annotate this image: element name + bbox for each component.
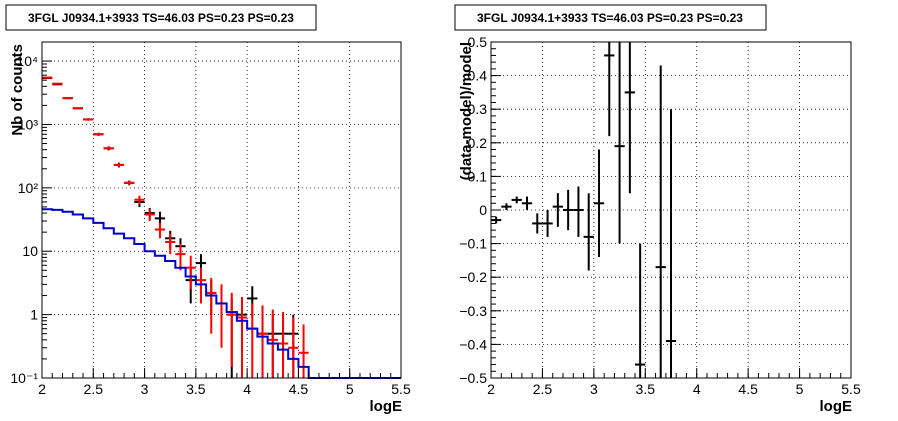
chart-title-box	[454, 4, 767, 31]
model-point	[134, 195, 145, 205]
x-tick-label: 3	[590, 381, 598, 397]
residual-point	[511, 196, 522, 204]
axis-ticks	[490, 41, 852, 379]
model-point	[154, 222, 166, 239]
residual-point	[542, 210, 553, 237]
model-point	[257, 305, 268, 378]
model-point	[277, 311, 289, 378]
x-tick-label: 4.5	[738, 381, 758, 397]
y-tick-label: 10⁻¹	[10, 370, 38, 386]
x-tick-label: 2	[487, 381, 495, 397]
x-tick-labels: 2 2.5 3 3.5 4 4.5 5 5.5	[38, 381, 411, 397]
y-tick-label: 10	[22, 243, 38, 259]
model-point	[175, 244, 186, 271]
residual-point	[614, 42, 625, 244]
model-point	[52, 82, 63, 85]
x-tick-label: 5.5	[841, 381, 861, 397]
model-point	[195, 267, 207, 304]
residual-point	[491, 216, 502, 224]
model-point	[93, 133, 104, 136]
y-tick-label: 1	[30, 307, 38, 323]
x-axis-title: logE	[370, 398, 403, 415]
y-tick-labels: 10⁻¹ 1 10 10² 10³ 10⁴	[10, 53, 38, 386]
model-point	[83, 118, 94, 121]
model-point	[288, 317, 299, 378]
residual-point	[532, 213, 543, 234]
model-point	[144, 209, 155, 221]
y-tick-label: 0.3	[468, 101, 488, 117]
y-tick-label: 10²	[18, 180, 39, 196]
y-tick-label: 10⁴	[16, 53, 38, 69]
residual-point	[521, 196, 533, 210]
residual-point	[593, 149, 605, 258]
x-axis-title: logE	[820, 398, 853, 415]
plot-area	[42, 76, 401, 379]
model-point	[185, 255, 196, 290]
model-point	[62, 97, 73, 100]
chart-title: 3FGL J0934.1+3933 TS=46.03 PS=0.23 PS=0.…	[28, 11, 294, 25]
y-tick-label: 0.2	[468, 135, 488, 151]
plot-frame	[41, 41, 402, 379]
y-tick-label: −0.3	[459, 303, 487, 319]
x-tick-label: 2.5	[533, 381, 553, 397]
counts-chart: 3FGL J0934.1+3933 TS=46.03 PS=0.23 PS=0.…	[5, 4, 411, 415]
residual-point	[501, 203, 512, 210]
residual-chart: 3FGL J0934.1+3933 TS=46.03 PS=0.23 PS=0.…	[454, 4, 861, 415]
model-point	[236, 296, 248, 378]
model-point	[103, 147, 114, 150]
model-point	[113, 163, 125, 167]
x-tick-label: 5	[796, 381, 804, 397]
y-tick-label: 0.5	[468, 34, 488, 50]
x-tick-label: 3	[141, 381, 149, 397]
model-point	[298, 324, 309, 378]
residual-point	[665, 109, 677, 378]
y-tick-label: 10³	[18, 116, 39, 132]
y-tick-label: 0.1	[468, 168, 488, 184]
x-tick-label: 5	[346, 381, 354, 397]
x-tick-labels: 2 2.5 3 3.5 4 4.5 5 5.5	[487, 381, 861, 397]
model-point	[216, 284, 227, 348]
x-tick-label: 4	[693, 381, 701, 397]
y-tick-label: 0	[479, 202, 487, 218]
residual-point	[624, 42, 635, 194]
model-point	[72, 107, 84, 110]
model-point	[206, 277, 217, 334]
model-point	[124, 180, 135, 186]
residual-point	[563, 189, 574, 231]
model-point	[42, 76, 53, 79]
y-tick-label: −0.1	[459, 236, 487, 252]
residual-point	[552, 193, 563, 227]
residual-point	[655, 65, 666, 378]
chart-title-box	[5, 4, 317, 31]
residual-point	[583, 193, 594, 271]
y-tick-label: −0.4	[459, 336, 487, 352]
x-tick-label: 2.5	[84, 381, 104, 397]
residual-point	[573, 186, 584, 237]
x-tick-label: 3.5	[636, 381, 656, 397]
x-tick-label: 2	[38, 381, 46, 397]
y-axis-title: (data-model)/model	[458, 42, 475, 180]
y-axis-title: Nb of counts	[9, 44, 26, 136]
model-point	[247, 303, 258, 378]
x-tick-label: 3.5	[186, 381, 206, 397]
residual-point	[604, 42, 615, 137]
x-tick-label: 5.5	[391, 381, 411, 397]
x-tick-label: 4	[243, 381, 251, 397]
plot-area	[491, 42, 677, 378]
axis-ticks	[41, 41, 402, 379]
y-tick-label: 0.4	[468, 68, 488, 84]
y-tick-label: −0.5	[459, 370, 487, 386]
chart-title: 3FGL J0934.1+3933 TS=46.03 PS=0.23 PS=0.…	[477, 11, 743, 25]
y-tick-labels: −0.5 −0.4 −0.3 −0.2 −0.1 0 0.1 0.2 0.3 0.4 0.5	[459, 34, 487, 386]
model-point	[165, 233, 176, 255]
residual-point	[635, 243, 646, 378]
model-point	[226, 292, 237, 367]
background-step-line	[42, 208, 401, 379]
x-tick-label: 4.5	[289, 381, 309, 397]
y-tick-label: −0.2	[459, 269, 487, 285]
